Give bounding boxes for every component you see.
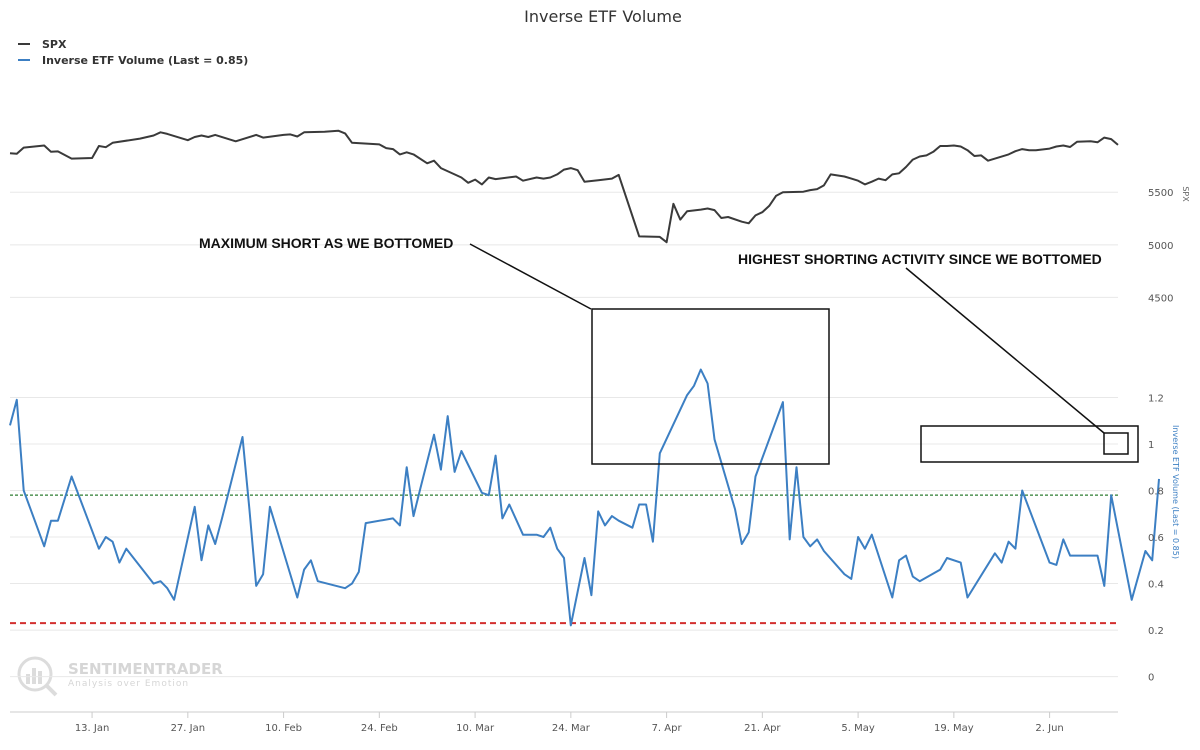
annotation-pointer-recent — [905, 267, 1105, 434]
spx-series-line[interactable] — [9, 129, 1119, 244]
annotation-text-maximum-short: MAXIMUM SHORT AS WE BOTTOMED — [199, 235, 453, 251]
spx-axis-title: SPX — [1181, 186, 1190, 202]
volume-tick-label: 0.4 — [1148, 580, 1164, 591]
x-tick-label: 7. Apr — [652, 723, 683, 734]
volume-axis-title: Inverse ETF Volume (Last = 0.85) — [1171, 425, 1180, 559]
volume-tick-label: 0 — [1148, 673, 1154, 684]
x-tick-label: 24. Feb — [361, 723, 398, 734]
annotation-box-recent — [920, 425, 1139, 463]
legend-label-volume: Inverse ETF Volume (Last = 0.85) — [42, 54, 248, 67]
volume-tick-label: 1 — [1148, 440, 1154, 451]
x-tick-label: 13. Jan — [75, 723, 110, 734]
volume-tick-label: 0.6 — [1148, 533, 1164, 544]
magnifier-chart-icon — [17, 656, 58, 697]
annotation-box-peak — [591, 308, 830, 465]
annotation-text-highest-shorting: HIGHEST SHORTING ACTIVITY SINCE WE BOTTO… — [738, 251, 1102, 267]
x-axis: 13. Jan 27. Jan 10. Feb 24. Feb 10. Mar 24. M… — [10, 711, 1118, 734]
watermark-tagline: Analysis over Emotion — [68, 679, 189, 689]
sentimentrader-watermark: SENTIMENTRADER Analysis over Emotion — [17, 656, 223, 697]
chart-title: Inverse ETF Volume — [524, 7, 682, 26]
reference-lines — [10, 494, 1118, 625]
x-tick-label: 10. Feb — [265, 723, 302, 734]
annotation-box-last-point — [1103, 432, 1129, 455]
gridlines — [10, 191, 1118, 678]
x-tick-label: 24. Mar — [552, 723, 591, 734]
annotation-highest-shorting: HIGHEST SHORTING ACTIVITY SINCE WE BOTTO… — [738, 251, 1139, 463]
volume-tick-label: 1.2 — [1148, 393, 1164, 404]
x-tick-label: 5. May — [841, 723, 874, 734]
legend[interactable]: SPX Inverse ETF Volume (Last = 0.85) — [18, 38, 248, 67]
watermark-name: SENTIMENTRADER — [68, 660, 223, 678]
annotation-pointer-peak — [469, 243, 592, 310]
annotation-maximum-short: MAXIMUM SHORT AS WE BOTTOMED — [199, 235, 830, 465]
inverse-etf-volume-series-line[interactable] — [9, 368, 1160, 627]
spx-tick-label: 4500 — [1148, 293, 1173, 304]
x-tick-label: 27. Jan — [171, 723, 206, 734]
x-tick-label: 19. May — [934, 723, 974, 734]
spx-tick-label: 5500 — [1148, 188, 1173, 199]
spx-tick-label: 5000 — [1148, 241, 1173, 252]
volume-tick-label: 0.8 — [1148, 487, 1164, 498]
volume-tick-label: 0.2 — [1148, 626, 1164, 637]
series-lines — [9, 129, 1160, 627]
x-tick-label: 10. Mar — [456, 723, 495, 734]
legend-label-spx: SPX — [42, 38, 67, 51]
x-tick-label: 2. Jun — [1035, 723, 1063, 734]
y-axes: 4500 5000 5500 0 0.2 0.4 0.6 0.8 1 1.2 — [1148, 188, 1173, 683]
x-tick-label: 21. Apr — [744, 723, 781, 734]
